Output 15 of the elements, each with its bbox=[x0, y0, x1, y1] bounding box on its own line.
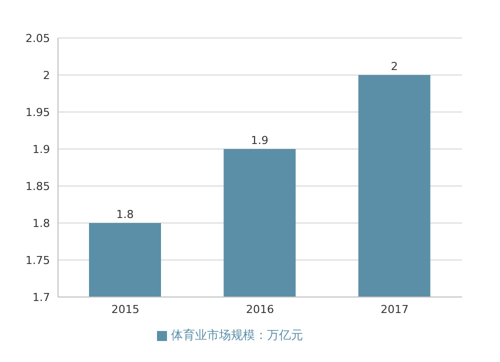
x-tick-label: 2017 bbox=[380, 302, 409, 316]
y-tick-label: 1.8 bbox=[32, 216, 50, 230]
data-label: 2 bbox=[390, 60, 398, 73]
y-tick-label: 1.9 bbox=[32, 142, 50, 156]
y-tick-label: 1.95 bbox=[26, 106, 50, 119]
y-tick-label: 1.75 bbox=[26, 254, 50, 267]
data-label: 1.8 bbox=[116, 208, 134, 221]
legend-label: 体育业市场规模：万亿元 bbox=[171, 328, 303, 342]
y-tick-label: 2.05 bbox=[26, 32, 50, 45]
y-tick-label: 2 bbox=[43, 68, 50, 82]
y-tick-label: 1.7 bbox=[32, 290, 50, 304]
x-tick-label: 2016 bbox=[246, 302, 274, 316]
y-tick-label: 1.85 bbox=[26, 180, 50, 193]
data-label: 1.9 bbox=[250, 134, 268, 147]
x-tick-label: 2015 bbox=[111, 302, 140, 316]
